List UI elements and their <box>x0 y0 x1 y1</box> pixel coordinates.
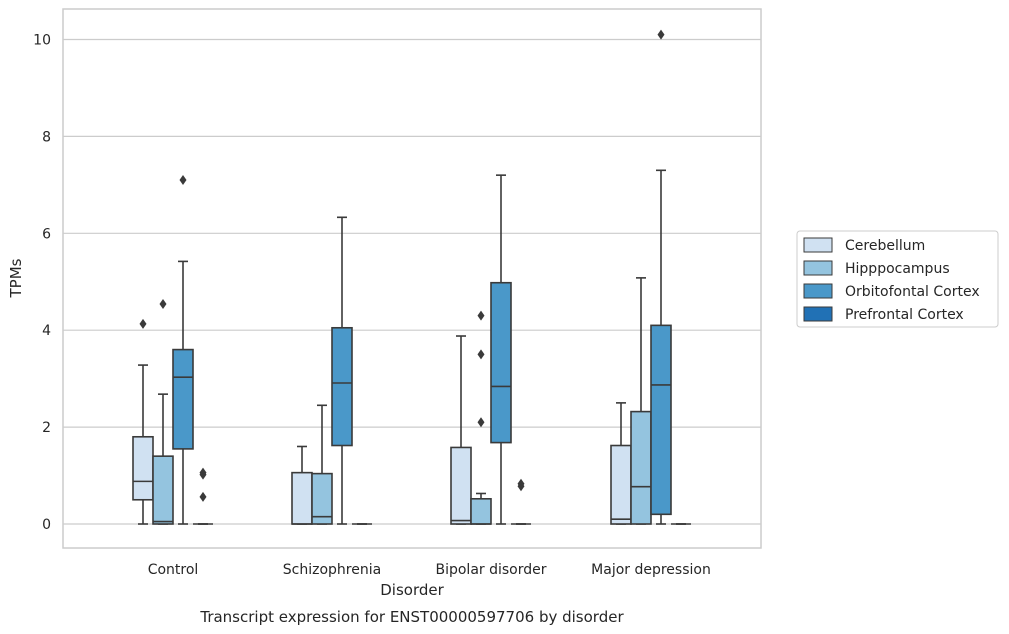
box-prefrontal-cortex <box>193 467 213 525</box>
box-iqr <box>291 471 313 525</box>
y-tick-label: 10 <box>33 33 51 49</box>
outlier-point <box>199 491 207 502</box>
x-tick-labels: Control Schizophrenia Bipolar disorder Majo… <box>148 562 711 578</box>
y-tick-label: 6 <box>42 226 51 242</box>
box-iqr <box>331 326 353 447</box>
outlier-point <box>517 478 525 489</box>
box-iqr <box>450 446 472 525</box>
box-iqr <box>132 435 154 501</box>
legend-label: Hipppocampus <box>845 261 950 277</box>
legend-swatch <box>803 306 833 322</box>
x-axis-title: Disorder <box>380 581 444 599</box>
x-tick-label: Schizophrenia <box>283 562 381 578</box>
box-iqr <box>152 455 174 525</box>
box-orbitofontal-cortex <box>331 216 353 525</box>
legend-swatch <box>803 237 833 253</box>
y-tick-labels: 0 2 4 6 8 10 <box>33 33 51 534</box>
legend-label: Cerebellum <box>845 238 925 254</box>
outlier-point <box>657 29 665 40</box>
plot-area-frame <box>62 8 762 549</box>
box-orbitofontal-cortex <box>490 174 512 525</box>
box-iqr <box>490 281 512 444</box>
y-tick-label: 0 <box>42 517 51 533</box>
box-iqr <box>172 348 194 450</box>
legend: Cerebellum Hipppocampus Orbitofontal Corte… <box>796 230 999 328</box>
legend-label: Prefrontal Cortex <box>845 307 964 323</box>
box-iqr <box>630 410 652 525</box>
chart-caption: Transcript expression for ENST0000059770… <box>199 608 624 626</box>
y-tick-label: 2 <box>42 420 51 436</box>
box-prefrontal-cortex <box>511 478 531 525</box>
box-iqr <box>311 472 333 525</box>
legend-swatch <box>803 260 833 276</box>
box-series <box>132 29 691 525</box>
legend-frame <box>796 230 999 328</box>
box-cerebellum <box>132 318 154 525</box>
box-hipppocampus <box>311 404 333 525</box>
box-iqr <box>650 324 672 516</box>
box-orbitofontal-cortex <box>650 29 672 525</box>
box-orbitofontal-cortex <box>172 175 194 525</box>
x-tick-label: Control <box>148 562 199 578</box>
y-axis-title: TPMs <box>7 258 25 298</box>
outlier-point <box>477 310 485 321</box>
legend-swatch <box>803 283 833 299</box>
box-hipppocampus <box>630 277 652 525</box>
box-cerebellum <box>450 335 472 525</box>
box-hipppocampus <box>470 310 492 525</box>
box-hipppocampus <box>152 299 174 525</box>
legend-label: Orbitofontal Cortex <box>845 284 980 300</box>
box-iqr <box>610 444 632 525</box>
outlier-point <box>477 349 485 360</box>
outlier-point <box>179 175 187 186</box>
outlier-point <box>159 299 167 310</box>
outlier-point <box>199 467 207 478</box>
y-tick-label: 8 <box>42 129 51 145</box>
x-tick-label: Major depression <box>591 562 711 578</box>
outlier-point <box>477 417 485 428</box>
box-cerebellum <box>610 402 632 525</box>
box-cerebellum <box>291 445 313 525</box>
outlier-point <box>139 318 147 329</box>
box-iqr <box>470 498 492 525</box>
x-tick-label: Bipolar disorder <box>435 562 546 578</box>
y-tick-label: 4 <box>42 323 51 339</box>
